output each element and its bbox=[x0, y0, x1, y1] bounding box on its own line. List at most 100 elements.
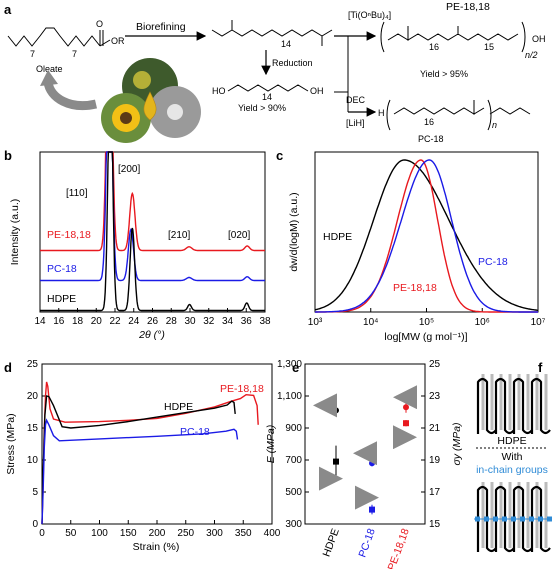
ester-bond bbox=[99, 39, 111, 47]
diol-subscript: 14 bbox=[262, 92, 272, 102]
reduction-label: Reduction bbox=[272, 58, 313, 68]
diol-oh: OH bbox=[310, 86, 324, 96]
in-chain-group bbox=[493, 516, 498, 522]
panel-c-ylabel: dw/d(logM) (a.u.) bbox=[288, 192, 300, 271]
folded-chain bbox=[476, 377, 551, 435]
pc-h: H bbox=[378, 108, 385, 118]
e-ytick-left-label: 1,300 bbox=[277, 359, 302, 370]
e-ytick-right-label: 25 bbox=[429, 359, 441, 370]
d-xtick-label: 50 bbox=[65, 528, 77, 539]
e-modulus-marker bbox=[333, 458, 339, 465]
diol-ho: HO bbox=[212, 86, 226, 96]
e-ytick-right-label: 21 bbox=[429, 423, 441, 434]
d-ytick-label: 25 bbox=[27, 359, 39, 370]
pe-structure bbox=[387, 26, 519, 41]
xrd-line-hdpe bbox=[40, 151, 265, 312]
pe-yield: Yield > 95% bbox=[420, 69, 468, 79]
pc-title: PC-18 bbox=[418, 134, 444, 144]
panel-e-ylabel-right: σy (MPa) bbox=[451, 422, 463, 465]
pc-end-structure bbox=[489, 107, 531, 115]
c-xtick-label: 10⁵ bbox=[419, 317, 434, 328]
ester-o: O bbox=[96, 19, 103, 29]
dec-label: DEC bbox=[346, 95, 366, 105]
legend-d-hdpe: HDPE bbox=[164, 401, 193, 413]
folded-chain bbox=[476, 485, 551, 553]
d-ytick-label: 15 bbox=[27, 423, 39, 434]
panel-d-xlabel: Strain (%) bbox=[133, 541, 180, 553]
b-xtick-label: 24 bbox=[128, 316, 140, 327]
b-xtick-label: 14 bbox=[34, 316, 46, 327]
panel-label-d: d bbox=[4, 360, 12, 375]
e-ytick-right-label: 19 bbox=[429, 455, 441, 466]
panel-f: f HDPE With in-chain groups bbox=[474, 360, 552, 553]
panel-e-ylabel-left: E (MPa) bbox=[265, 425, 277, 464]
diol-structure bbox=[227, 84, 309, 92]
in-chain-group bbox=[538, 516, 543, 522]
panel-c-series bbox=[314, 159, 539, 313]
d-xtick-label: 300 bbox=[206, 528, 223, 539]
panel-c-xlabel: log[MW (g mol⁻¹)] bbox=[384, 331, 467, 343]
d-xtick-label: 100 bbox=[91, 528, 108, 539]
panel-d: d 0 50 100 150 200 250 300 350 400 0 5 10 15 20 25 Str… bbox=[4, 359, 281, 553]
e-ytick-right-label: 23 bbox=[429, 391, 441, 402]
b-xtick-label: 38 bbox=[259, 316, 271, 327]
biorefining-label: Biorefining bbox=[136, 21, 186, 33]
rapeseed-flower-icon bbox=[133, 71, 151, 89]
legend-c-pc: PC-18 bbox=[478, 256, 508, 268]
diol-yield: Yield > 90% bbox=[238, 103, 286, 113]
panel-b: b 14 16 18 20 22 24 26 28 30 32 34 36 38 Intensity (… bbox=[4, 148, 271, 341]
panel-b-ylabel: Intensity (a.u.) bbox=[9, 199, 21, 266]
b-xtick-label: 30 bbox=[184, 316, 196, 327]
e-category-label: PC-18 bbox=[356, 527, 378, 559]
panel-b-xticks: 14 16 18 20 22 24 26 28 30 32 34 36 38 bbox=[34, 308, 271, 327]
pe-subscript-1: 16 bbox=[429, 42, 439, 52]
e-category-label: PE-18,18 bbox=[386, 527, 412, 569]
pe-subscript-2: 15 bbox=[484, 42, 494, 52]
b-xtick-label: 36 bbox=[241, 316, 253, 327]
c-xtick-label: 10⁴ bbox=[363, 317, 378, 328]
d-xtick-label: 400 bbox=[264, 528, 281, 539]
panel-e: e 300 500 700 900 1,100 1,300 15 17 19 21 23 25 HDP… bbox=[265, 359, 463, 569]
legend-d-pc: PC-18 bbox=[180, 426, 210, 438]
pe-repeat: n/2 bbox=[525, 50, 538, 60]
pe-bracket-left bbox=[380, 21, 385, 53]
pc-structure bbox=[393, 100, 485, 115]
d-ytick-label: 0 bbox=[32, 519, 38, 530]
oleate-structure bbox=[7, 27, 101, 47]
sigma-y-marker bbox=[403, 404, 409, 411]
e-ytick-right-label: 15 bbox=[429, 519, 441, 530]
panel-e-markers: HDPE PC-18 PE-18,18 bbox=[313, 385, 417, 569]
e-category-label: HDPE bbox=[321, 527, 342, 559]
stress-line-pc18 bbox=[41, 418, 239, 525]
legend-b-hdpe: HDPE bbox=[47, 293, 76, 305]
panel-f-groups-label: in-chain groups bbox=[476, 464, 548, 476]
b-xtick-label: 32 bbox=[203, 316, 215, 327]
panel-f-top-label: HDPE bbox=[497, 435, 526, 447]
b-xtick-label: 16 bbox=[53, 316, 65, 327]
miller-210: [210] bbox=[168, 230, 190, 241]
stress-line-hdpe bbox=[41, 395, 236, 525]
ti-catalyst: [Ti(OⁿBu)₄] bbox=[348, 10, 391, 20]
gpc-line-pe1818 bbox=[315, 159, 538, 313]
in-chain-group bbox=[475, 516, 480, 522]
d-ytick-label: 20 bbox=[27, 391, 39, 402]
miller-020: [020] bbox=[228, 230, 250, 241]
panel-b-series bbox=[40, 151, 265, 312]
d-ytick-label: 10 bbox=[27, 455, 39, 466]
legend-c-pe: PE-18,18 bbox=[393, 282, 437, 294]
oleate-subscript-1: 7 bbox=[30, 49, 35, 59]
lih-label: [LiH] bbox=[346, 118, 365, 128]
c-xtick-label: 10⁷ bbox=[531, 317, 546, 328]
d-xtick-label: 200 bbox=[149, 528, 166, 539]
b-xtick-label: 20 bbox=[91, 316, 103, 327]
panel-f-with-label: With bbox=[502, 451, 523, 463]
e-ytick-left-label: 700 bbox=[285, 455, 302, 466]
e-ytick-left-label: 900 bbox=[285, 423, 302, 434]
b-xtick-label: 28 bbox=[166, 316, 178, 327]
d-xtick-label: 0 bbox=[39, 528, 45, 539]
stress-line-pe1818 bbox=[41, 381, 259, 525]
pe-title: PE-18,18 bbox=[446, 1, 490, 13]
in-chain-group bbox=[547, 516, 552, 522]
b-xtick-label: 34 bbox=[222, 316, 234, 327]
